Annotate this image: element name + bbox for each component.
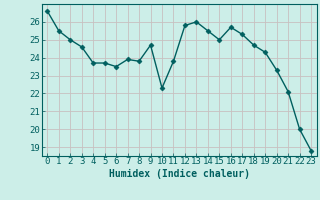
X-axis label: Humidex (Indice chaleur): Humidex (Indice chaleur) (109, 169, 250, 179)
